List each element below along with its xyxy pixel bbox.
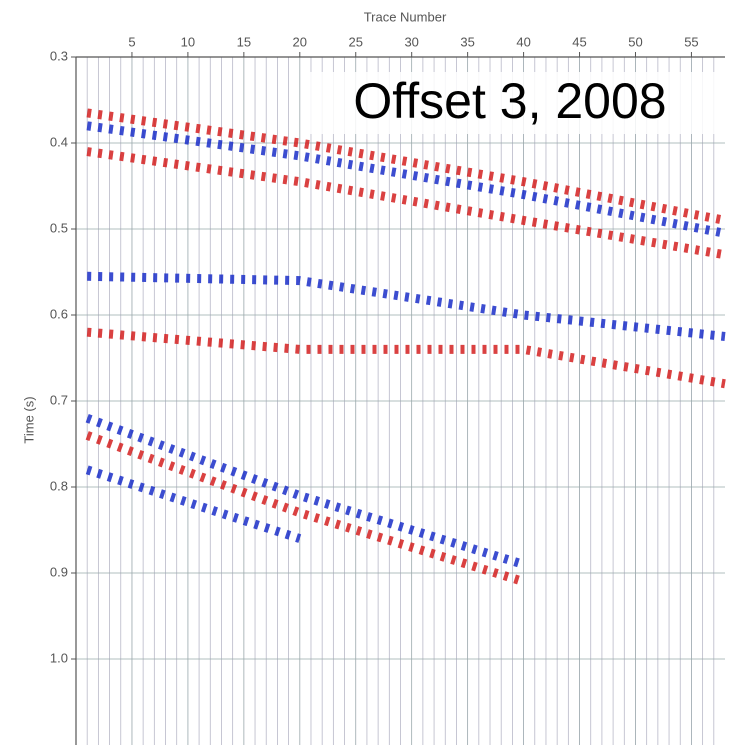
x-tick-label: 50 [628, 34, 642, 49]
x-axis-title: Trace Number [364, 9, 447, 24]
chart-title: Offset 3, 2008 [353, 73, 666, 129]
reflection-event [86, 121, 726, 238]
x-tick-label: 45 [572, 34, 586, 49]
y-tick-label: 0.5 [50, 220, 68, 235]
reflection-event [86, 327, 726, 389]
x-tick-label: 25 [349, 34, 363, 49]
title-backdrop [305, 72, 717, 134]
x-tick-label: 55 [684, 34, 698, 49]
y-tick-label: 0.6 [50, 306, 68, 321]
y-tick-label: 1.0 [50, 650, 68, 665]
y-tick-label: 0.3 [50, 48, 68, 63]
y-tick-label: 0.7 [50, 392, 68, 407]
y-tick-label: 0.4 [50, 134, 68, 149]
x-tick-label: 10 [181, 34, 195, 49]
reflection-event [85, 465, 302, 543]
x-tick-label: 5 [128, 34, 135, 49]
y-axis-title: Time (s) [21, 396, 36, 443]
x-tick-label: 30 [404, 34, 418, 49]
x-tick-label: 35 [460, 34, 474, 49]
y-tick-label: 0.9 [50, 564, 68, 579]
reflection-event [85, 431, 525, 586]
x-tick-label: 40 [516, 34, 530, 49]
x-tick-label: 15 [237, 34, 251, 49]
reflection-event [87, 271, 726, 341]
x-tick-label: 20 [293, 34, 307, 49]
reflection-event [86, 147, 726, 260]
y-tick-label: 0.8 [50, 478, 68, 493]
